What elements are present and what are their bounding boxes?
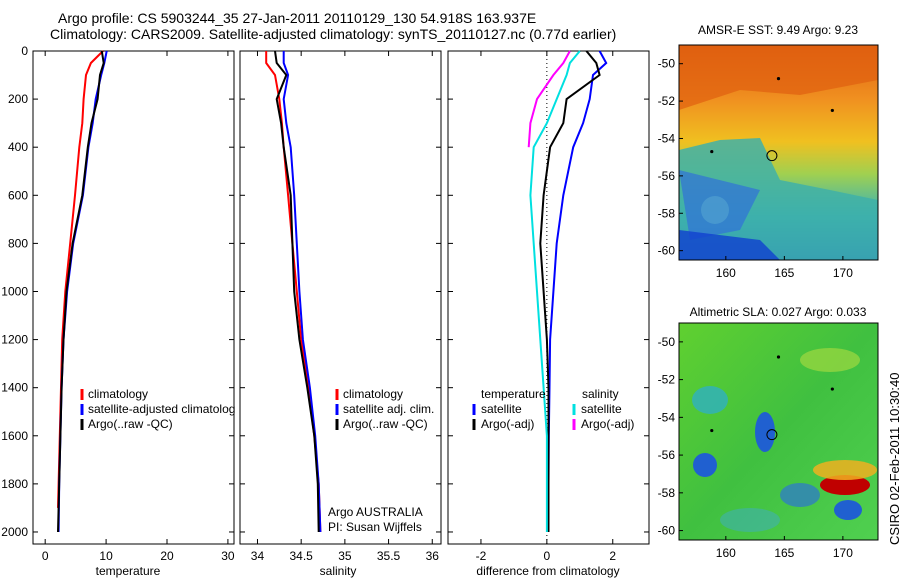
map-y-tick-label: -54 <box>658 410 676 424</box>
y-tick-label: 2000 <box>1 525 28 539</box>
legend-label: satellite <box>481 402 522 416</box>
map-y-tick-label: -54 <box>658 131 676 145</box>
map-y-tick-label: -58 <box>658 206 676 220</box>
y-tick-label: 1200 <box>1 333 28 347</box>
island-dot <box>830 387 834 391</box>
temperature-axes-frame <box>32 50 235 545</box>
y-tick-label: 1000 <box>1 284 28 298</box>
salinity-axes-frame <box>239 50 442 545</box>
map-y-tick-label: -50 <box>658 335 676 349</box>
title-line-1: Argo profile: CS 5903244_35 27-Jan-2011 … <box>58 10 537 26</box>
legend-label: Argo(..raw -QC) <box>88 417 173 431</box>
map-x-tick-label: 170 <box>833 266 853 280</box>
sla-map-title: Altimetric SLA: 0.027 Argo: 0.033 <box>690 305 867 319</box>
x-tick-label: 0 <box>544 549 551 563</box>
page-title: Argo profile: CS 5903244_35 27-Jan-2011 … <box>0 0 900 50</box>
sla-argo-location-marker <box>766 429 778 441</box>
x-tick-label: 0 <box>42 549 49 563</box>
sla-map-frame <box>678 322 879 541</box>
sst-map-title: AMSR-E SST: 9.49 Argo: 9.23 <box>698 23 858 37</box>
series-line-argo-raw-qc- <box>274 50 320 533</box>
x-tick-label: -2 <box>476 549 487 563</box>
difference-axes-frame <box>447 50 650 545</box>
salinity-annotation-1: Argo AUSTRALIA <box>328 505 423 519</box>
map-y-tick-label: -50 <box>658 57 676 71</box>
map-y-tick-label: -60 <box>658 244 676 258</box>
salinity-panel: salinity Argo AUSTRALIA PI: Susan Wijffe… <box>239 50 442 578</box>
x-tick-label: 36 <box>426 549 440 563</box>
series-line-temperature-satellite <box>547 50 608 532</box>
legend-header: temperature <box>481 387 546 401</box>
x-tick-label: 20 <box>160 549 174 563</box>
y-tick-label: 200 <box>8 92 28 106</box>
sst-argo-location-marker <box>766 150 778 162</box>
y-tick-label: 1400 <box>1 381 28 395</box>
y-tick-label: 1600 <box>1 429 28 443</box>
series-line-satellite-adj-clim- <box>282 51 322 533</box>
legend-label: Argo(..raw -QC) <box>343 417 428 431</box>
sla-map-panel: Altimetric SLA: 0.027 Argo: 0.033 <box>678 305 879 541</box>
chart-marks: 0 10 20 30020040060080010001200140016001800… <box>1 44 853 563</box>
y-tick-label: 1800 <box>1 477 28 491</box>
map-x-tick-label: 165 <box>774 546 794 560</box>
island-dot <box>710 428 714 433</box>
map-y-tick-label: -52 <box>658 373 676 387</box>
legend-label: satellite adj. clim. <box>343 402 434 416</box>
legend-label: climatology <box>343 387 403 401</box>
legend-header: salinity <box>582 387 619 401</box>
csiro-timestamp: CSIRO 02-Feb-2011 10:30:40 <box>887 372 900 545</box>
island-dot <box>776 355 781 359</box>
temperature-xlabel: temperature <box>96 564 161 578</box>
series-line-salinity-satellite <box>529 50 581 532</box>
series-line-argo-raw-qc- <box>57 50 105 533</box>
sla-heatmap <box>679 323 878 540</box>
salinity-annotation-2: PI: Susan Wijffels <box>328 520 422 534</box>
difference-panel: difference from climatology <box>447 50 650 578</box>
x-tick-label: 35 <box>338 549 352 563</box>
x-tick-label: 34.5 <box>289 549 313 563</box>
temperature-panel: temperature <box>32 50 235 578</box>
island-dot <box>710 149 714 154</box>
x-tick-label: 35.5 <box>377 549 401 563</box>
map-y-tick-label: -52 <box>658 94 676 108</box>
title-line-2: Climatology: CARS2009. Satellite-adjuste… <box>50 26 617 42</box>
legend-label: satellite <box>581 402 622 416</box>
map-x-tick-label: 170 <box>833 546 853 560</box>
sst-map-panel: AMSR-E SST: 9.49 Argo: 9.23 <box>678 23 879 261</box>
map-x-tick-label: 165 <box>774 266 794 280</box>
legend-label: climatology <box>88 387 148 401</box>
legend-label: Argo(-adj) <box>581 417 634 431</box>
series-line-salinity-argo-adj- <box>527 50 571 148</box>
legend-label: Argo(-adj) <box>481 417 534 431</box>
legend-label: satellite-adjusted climatolog <box>88 402 235 416</box>
x-tick-label: 2 <box>609 549 616 563</box>
series-line-temperature-argo-adj- <box>539 50 601 532</box>
salinity-xlabel: salinity <box>320 564 357 578</box>
sst-map-frame <box>678 44 879 261</box>
map-y-tick-label: -56 <box>658 169 676 183</box>
island-dot <box>830 108 834 113</box>
x-tick-label: 10 <box>99 549 113 563</box>
difference-xlabel: difference from climatology <box>476 564 619 578</box>
y-tick-label: 0 <box>21 44 28 58</box>
map-y-tick-label: -60 <box>658 524 676 538</box>
map-y-tick-label: -56 <box>658 448 676 462</box>
map-x-tick-label: 160 <box>716 266 736 280</box>
map-y-tick-label: -58 <box>658 486 676 500</box>
y-tick-label: 400 <box>8 140 28 154</box>
series-line-climatology <box>57 50 104 508</box>
x-tick-label: 30 <box>221 549 235 563</box>
map-x-tick-label: 160 <box>716 546 736 560</box>
island-dot <box>776 77 781 81</box>
y-tick-label: 600 <box>8 188 28 202</box>
y-tick-label: 800 <box>8 236 28 250</box>
x-tick-label: 34 <box>251 549 265 563</box>
